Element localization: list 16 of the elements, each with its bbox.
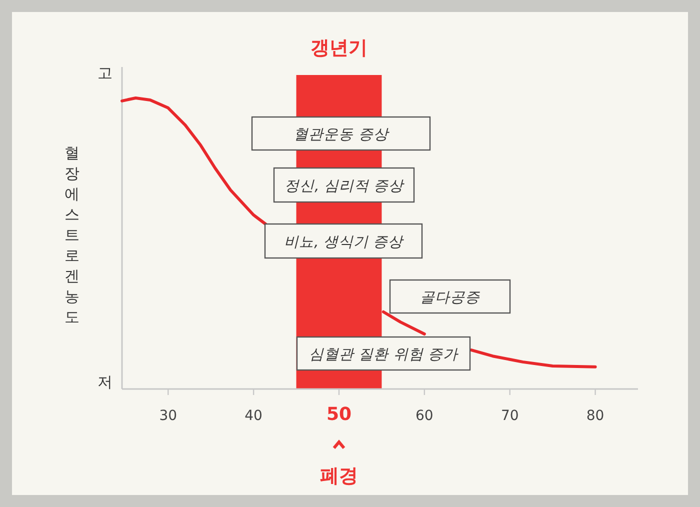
x-tick-label: 70 [500, 408, 519, 424]
x-tick-label: 80 [586, 408, 604, 424]
x-tick-label: 30 [159, 408, 178, 424]
text: 혈장에스트로겐농도 [64, 144, 80, 326]
text: 폐경 [320, 465, 358, 487]
annotation: 골다공증 [420, 290, 480, 306]
annotation: 혈관운동 증상 [294, 127, 390, 143]
annotation: 비뇨, 생식기 증상 [284, 234, 404, 250]
x-tick-label: 50 [326, 404, 352, 425]
annotation: 정신, 심리적 증상 [284, 178, 404, 194]
x-tick-label: 40 [244, 408, 262, 424]
text: 저 [98, 373, 112, 391]
text: 고 [98, 64, 112, 82]
band-label: 갱년기 [310, 37, 368, 59]
x-tick-label: 60 [416, 408, 434, 424]
annotation: 심혈관 질환 위험 증가 [309, 347, 459, 363]
